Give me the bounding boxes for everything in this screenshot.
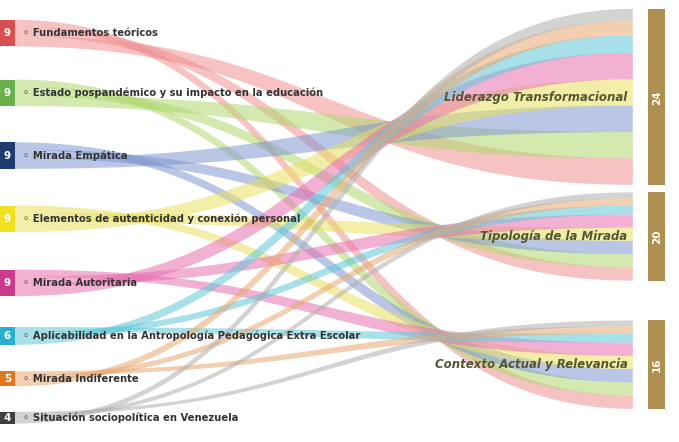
Polygon shape [15,95,633,158]
Text: ◦ Mirada Indiferente: ◦ Mirada Indiferente [23,374,139,384]
Polygon shape [15,320,633,415]
Bar [0,20,15,46]
Polygon shape [15,206,633,338]
Polygon shape [15,79,633,232]
Polygon shape [15,326,633,375]
Text: ◦ Mirada Empática: ◦ Mirada Empática [23,150,128,161]
Text: ◦ Estado pospandémico y su impacto en la educación: ◦ Estado pospandémico y su impacto en la… [23,88,323,98]
Polygon shape [15,270,633,356]
Polygon shape [15,214,633,286]
Polygon shape [15,9,633,423]
Polygon shape [15,20,633,409]
Text: 9: 9 [4,214,11,224]
Polygon shape [15,35,633,345]
Text: 9: 9 [4,151,11,160]
Polygon shape [15,206,633,369]
Text: 9: 9 [4,28,11,38]
Polygon shape [15,198,633,380]
Text: ◦ Mirada Autoritaria: ◦ Mirada Autoritaria [23,278,137,288]
Text: 6: 6 [4,331,11,341]
Text: 9: 9 [4,88,11,98]
Text: ◦ Situación sociopolítica en Venezuela: ◦ Situación sociopolítica en Venezuela [23,412,238,423]
Text: ◦ Fundamentos teóricos: ◦ Fundamentos teóricos [23,28,158,38]
Bar [0,327,15,345]
Text: 20: 20 [652,229,662,244]
Polygon shape [15,53,633,296]
Polygon shape [15,80,633,396]
Bar [0,206,15,232]
Bar [648,9,665,185]
Polygon shape [15,142,633,382]
Polygon shape [15,36,633,185]
Bar [648,320,665,409]
Bar [648,192,665,281]
Polygon shape [15,21,633,386]
Text: 24: 24 [652,90,662,105]
Text: Liderazgo Transformacional: Liderazgo Transformacional [444,91,627,104]
Text: 9: 9 [4,278,11,288]
Text: 4: 4 [4,413,11,423]
Text: ◦ Elementos de autenticidad y conexión personal: ◦ Elementos de autenticidad y conexión p… [23,213,301,224]
Bar [0,142,15,169]
Polygon shape [15,106,633,169]
Polygon shape [15,327,633,343]
Bar [0,80,15,106]
Polygon shape [15,149,633,254]
Text: 16: 16 [652,358,662,372]
Polygon shape [15,192,633,419]
Text: Tipología de la Mirada: Tipología de la Mirada [480,230,627,243]
Polygon shape [15,213,633,241]
Bar [0,270,15,296]
Text: Contexto Actual y Relevancia: Contexto Actual y Relevancia [435,358,627,371]
Text: 5: 5 [4,374,11,384]
Bar [0,412,15,423]
Bar [0,371,15,386]
Polygon shape [15,87,633,267]
Text: ◦ Aplicabilidad en la Antropología Pedagógica Extra Escolar: ◦ Aplicabilidad en la Antropología Pedag… [23,331,361,341]
Polygon shape [15,27,633,281]
